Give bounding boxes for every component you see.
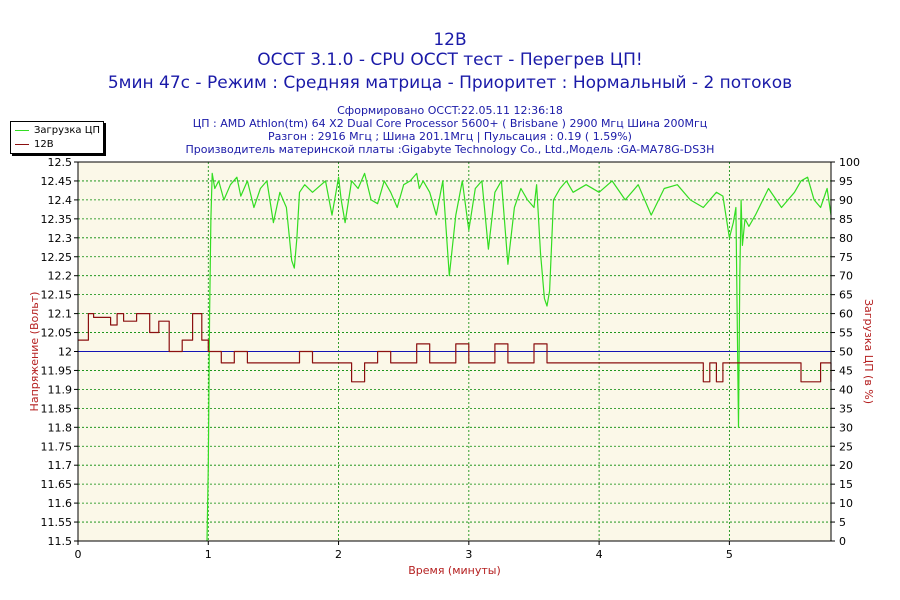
y-right-tick-label: 10 [839, 497, 853, 510]
x-tick-label: 3 [465, 548, 472, 561]
x-axis-label: Время (минуты) [408, 564, 501, 577]
legend-item-12v: 12В [15, 138, 54, 151]
y-left-tick-label: 12.4 [48, 194, 73, 207]
y-left-tick-label: 12.1 [48, 308, 73, 321]
legend-swatch-12v [15, 144, 29, 145]
y-right-tick-label: 50 [839, 346, 853, 359]
y-left-tick-label: 11.65 [41, 478, 73, 491]
y-left-tick-label: 12.15 [41, 289, 73, 302]
y-left-tick-label: 11.75 [41, 440, 73, 453]
y-left-tick-label: 12.5 [48, 156, 73, 169]
chart-title: 12В [433, 30, 467, 50]
y-right-tick-label: 25 [839, 440, 853, 453]
y-right-axis-label: Загрузка ЦП (в %) [862, 299, 875, 404]
legend-swatch-cpu-load [15, 130, 29, 131]
y-left-tick-label: 11.6 [48, 497, 73, 510]
test-mode-line: 5мин 47с - Режим : Средняя матрица - При… [107, 73, 793, 93]
chart-legend: Загрузка ЦП 12В [10, 121, 104, 154]
y-left-tick-label: 11.9 [48, 383, 73, 396]
y-right-tick-label: 95 [839, 175, 853, 188]
y-left-tick-label: 12.2 [48, 270, 73, 283]
x-tick-label: 4 [596, 548, 603, 561]
y-right-tick-label: 85 [839, 213, 853, 226]
y-right-tick-label: 55 [839, 327, 853, 340]
legend-label-12v: 12В [34, 139, 54, 150]
chart-subtitle: OCCT 3.1.0 - CPU OCCT тест - Перегрев ЦП… [257, 50, 643, 70]
y-right-tick-label: 65 [839, 289, 853, 302]
x-tick-label: 5 [726, 548, 733, 561]
y-right-tick-label: 0 [839, 535, 846, 548]
legend-item-cpu-load: Загрузка ЦП [15, 124, 100, 137]
y-left-axis-label: Напряжение (Вольт) [28, 292, 41, 412]
y-right-tick-label: 60 [839, 308, 853, 321]
y-left-tick-label: 12 [58, 346, 72, 359]
y-right-tick-label: 40 [839, 383, 853, 396]
y-right-tick-label: 70 [839, 270, 853, 283]
y-right-tick-label: 15 [839, 478, 853, 491]
y-left-tick-label: 12.25 [41, 251, 73, 264]
info-cpu: ЦП : AMD Athlon(tm) 64 X2 Dual Core Proc… [192, 117, 708, 130]
y-left-tick-label: 11.8 [48, 421, 73, 434]
y-left-tick-label: 11.7 [48, 459, 73, 472]
y-right-tick-label: 5 [839, 516, 846, 529]
series-line-cpu-load [206, 172, 832, 542]
y-left-tick-label: 12.45 [41, 175, 73, 188]
y-left-tick-label: 11.95 [41, 364, 73, 377]
plot-border [77, 161, 832, 542]
y-left-tick-label: 11.5 [48, 535, 73, 548]
legend-label-cpu-load: Загрузка ЦП [34, 125, 101, 136]
info-overclock: Разгон : 2916 Mгц ; Шина 201.1Mгц | Пуль… [268, 130, 632, 143]
info-generated: Сформировано OCCT:22.05.11 12:36:18 [337, 104, 563, 117]
x-tick-label: 1 [205, 548, 212, 561]
y-right-tick-label: 100 [839, 156, 860, 169]
y-right-tick-label: 30 [839, 421, 853, 434]
y-left-tick-label: 12.05 [41, 327, 73, 340]
y-left-tick-label: 11.85 [41, 402, 73, 415]
y-right-tick-label: 45 [839, 364, 853, 377]
y-left-tick-label: 12.35 [41, 213, 73, 226]
y-right-tick-label: 80 [839, 232, 853, 245]
y-left-tick-label: 11.55 [41, 516, 73, 529]
y-left-tick-label: 12.3 [48, 232, 73, 245]
y-right-tick-label: 75 [839, 251, 853, 264]
y-right-tick-label: 20 [839, 459, 853, 472]
y-right-tick-label: 35 [839, 402, 853, 415]
x-tick-label: 2 [335, 548, 342, 561]
x-tick-label: 0 [75, 548, 82, 561]
series-line-12v [78, 313, 832, 383]
y-right-tick-label: 90 [839, 194, 853, 207]
info-motherboard: Производитель материнской платы :Gigabyt… [185, 143, 715, 156]
